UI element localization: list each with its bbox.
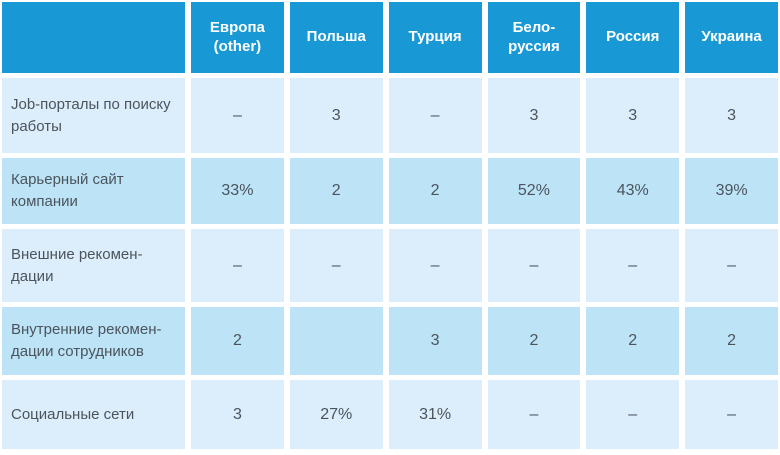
- table-cell: –: [388, 229, 482, 302]
- table-cell: 2: [289, 158, 383, 224]
- table-cell: [289, 307, 383, 375]
- table-cell: 31%: [388, 380, 482, 449]
- table-cell: 2: [586, 307, 680, 375]
- table-cell: 3: [191, 380, 284, 449]
- column-header-russia: Россия: [586, 2, 680, 73]
- row-label-social-networks: Социальные сети: [2, 380, 185, 449]
- table-cell: –: [586, 229, 680, 302]
- table-cell: –: [191, 229, 284, 302]
- corner-cell: [2, 2, 185, 73]
- table-cell: –: [487, 229, 581, 302]
- table-cell: 43%: [586, 158, 680, 224]
- table-cell: 3: [586, 78, 680, 153]
- table-cell: 3: [685, 78, 778, 153]
- table-cell: 33%: [191, 158, 284, 224]
- table-cell: –: [388, 78, 482, 153]
- row-label-external-referrals: Внешние рекомен- дации: [2, 229, 185, 302]
- row-label-internal-referrals: Внутренние рекомен- дации сотрудников: [2, 307, 185, 375]
- column-header-ukraine: Украина: [685, 2, 778, 73]
- table-cell: 2: [388, 158, 482, 224]
- table-cell: 3: [487, 78, 581, 153]
- table-cell: 2: [487, 307, 581, 375]
- table-cell: –: [191, 78, 284, 153]
- table-cell: 2: [191, 307, 284, 375]
- column-header-europe-other: Европа (other): [191, 2, 284, 73]
- table-cell: –: [685, 380, 778, 449]
- column-header-poland: Польша: [289, 2, 383, 73]
- row-label-job-portals: Job-порталы по поиску работы: [2, 78, 185, 153]
- table-cell: –: [487, 380, 581, 449]
- column-header-turkey: Турция: [388, 2, 482, 73]
- table-cell: –: [289, 229, 383, 302]
- table-cell: 27%: [289, 380, 383, 449]
- table-cell: 3: [388, 307, 482, 375]
- row-label-career-site: Карьерный сайт компании: [2, 158, 185, 224]
- table-cell: 39%: [685, 158, 778, 224]
- table-cell: 2: [685, 307, 778, 375]
- table-cell: 52%: [487, 158, 581, 224]
- table-cell: –: [685, 229, 778, 302]
- table-cell: 3: [289, 78, 383, 153]
- column-header-belarus: Бело- руссия: [487, 2, 581, 73]
- table-cell: –: [586, 380, 680, 449]
